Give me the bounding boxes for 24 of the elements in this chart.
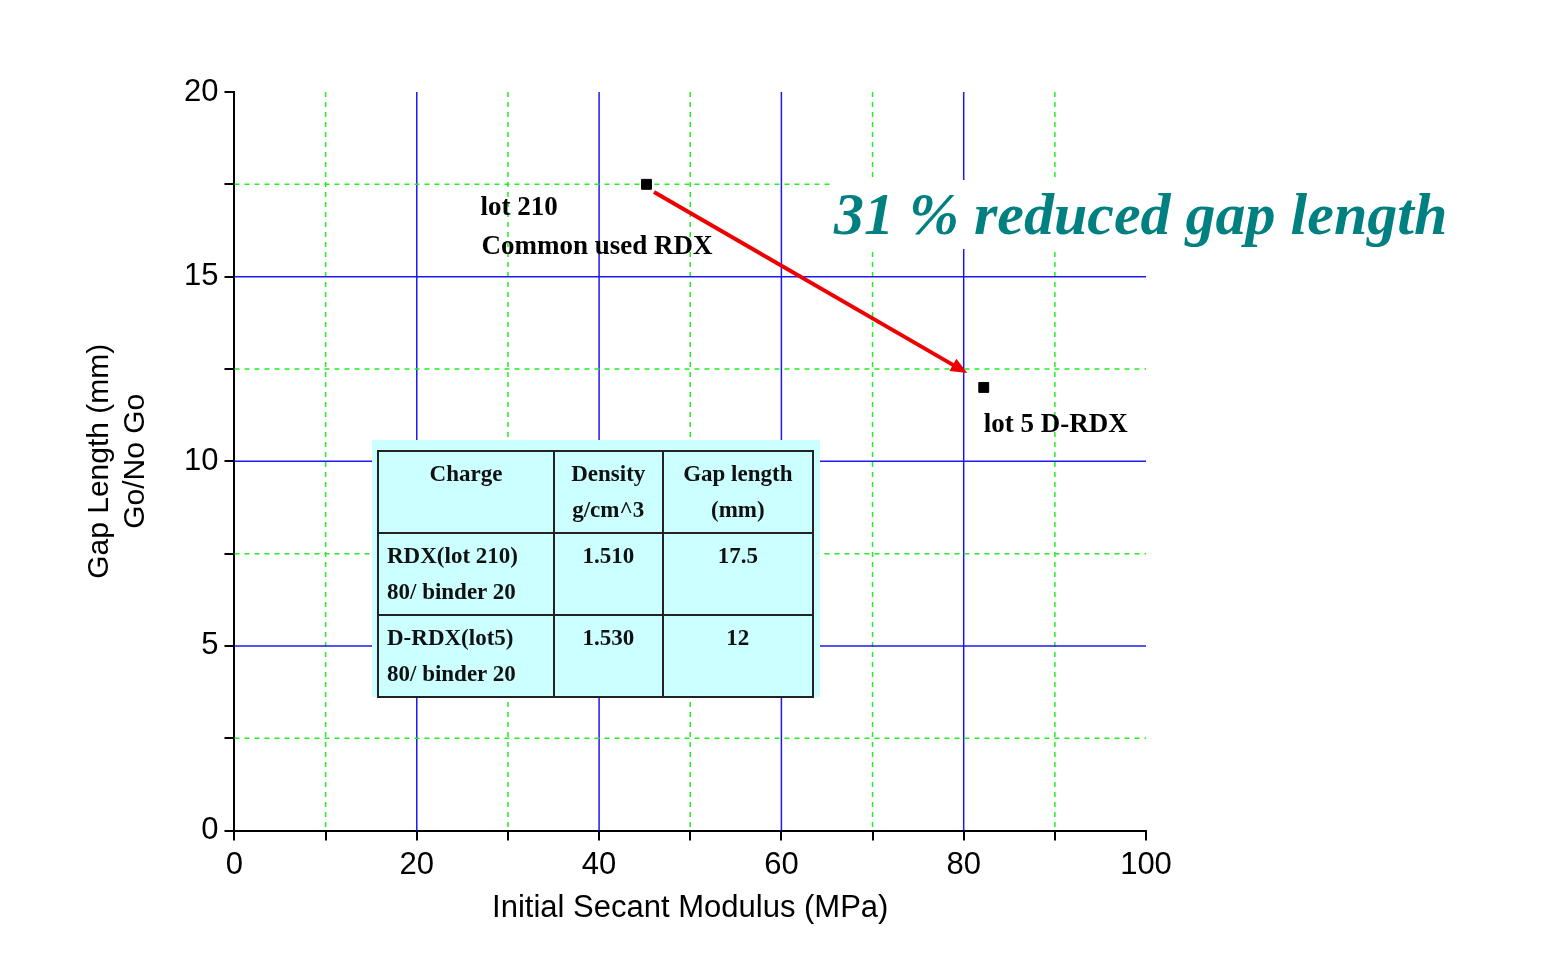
x-tick-label: 0 (225, 845, 244, 881)
y-axis-title: Gap Length (mm) Go/No Go (81, 343, 151, 579)
annotation: lot 5 D-RDX (983, 408, 1129, 439)
y-tick-label: 0 (201, 811, 219, 847)
x-tick-label: 80 (946, 845, 981, 881)
y-tick-label: 10 (184, 441, 219, 477)
annotation: D-RDX(lot5) 80/ binder 20 (378, 615, 554, 697)
annotation: Density g/cm^3 (553, 451, 663, 533)
annotation: RDX(lot 210) 80/ binder 20 (378, 533, 554, 615)
y-tick-label: 20 (184, 72, 219, 108)
annotation: Gap length (mm) (662, 451, 813, 533)
y-tick-label: 15 (184, 257, 219, 293)
annotation: Charge (378, 451, 554, 533)
annotation: 1.530 (553, 615, 663, 697)
x-tick-label: 40 (581, 845, 617, 881)
y-tick-label: 5 (201, 626, 219, 662)
annotation: 1.510 (553, 533, 663, 615)
annotation: 12 (662, 615, 813, 697)
x-tick-label: 100 (1120, 845, 1172, 881)
annotation: 31 % reduced gap length (830, 180, 1452, 249)
x-tick-label: 60 (764, 845, 799, 881)
annotation: 17.5 (662, 533, 813, 615)
x-tick-label: 20 (399, 845, 435, 881)
x-axis-title: Initial Secant Modulus (MPa) (492, 888, 889, 924)
